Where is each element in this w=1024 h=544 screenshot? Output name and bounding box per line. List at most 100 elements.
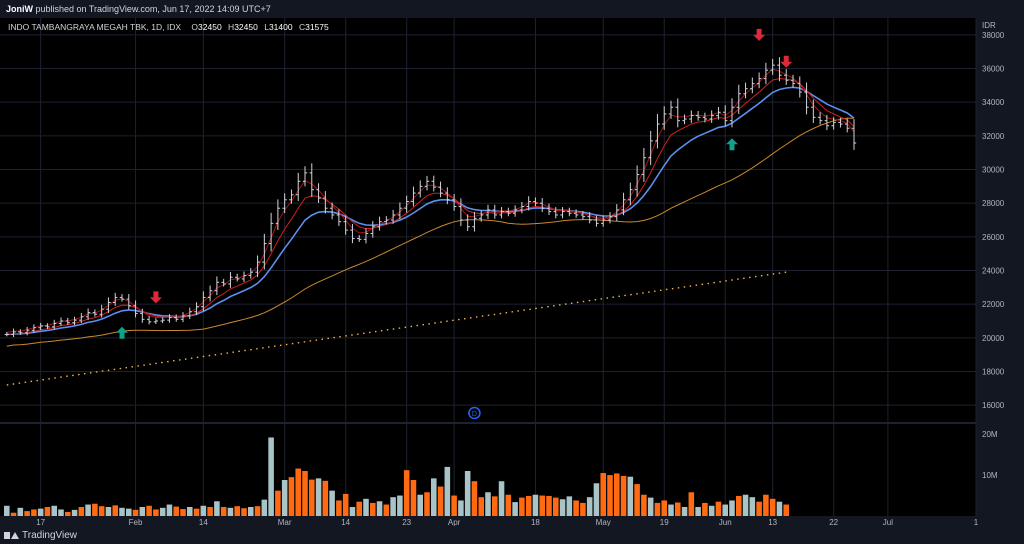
ohlc-bar	[729, 98, 735, 128]
price-tick-label: 22000	[982, 300, 1005, 309]
arrow-down-icon	[149, 291, 162, 304]
volume-bar	[478, 497, 485, 516]
volume-bar	[702, 502, 708, 516]
ohlc-bar	[472, 212, 477, 232]
volume-bar	[369, 502, 376, 516]
ohlc-bar	[255, 255, 260, 278]
volume-bar	[220, 507, 227, 516]
ohlc-bar	[512, 205, 518, 217]
time-tick-label: 17	[36, 518, 45, 526]
volume-bar	[268, 437, 274, 516]
volume-bar	[390, 497, 396, 516]
time-tick-label: Apr	[448, 518, 461, 526]
volume-bar	[247, 507, 254, 516]
volume-bar	[139, 507, 146, 516]
footer: TradingView	[4, 528, 77, 542]
ohlc-bar	[492, 204, 497, 219]
volume-bar	[641, 494, 647, 516]
volume-bar	[24, 511, 30, 516]
ohlc-c-label: C	[299, 22, 305, 32]
volume-bar	[539, 495, 546, 516]
brand-name[interactable]: TradingView	[22, 529, 78, 541]
volume-bar	[153, 509, 159, 516]
ohlc-bar	[45, 323, 50, 329]
ohlc-o-label: O	[191, 22, 198, 32]
ohlc-bar	[485, 204, 491, 219]
ohlc-bar	[634, 165, 640, 197]
ohlc-bar	[716, 107, 721, 120]
time-tick-label: 1	[974, 518, 979, 526]
price-axis[interactable]: 16000 18000 20000 22000 24000 26000 28000 30000…	[982, 31, 1005, 410]
volume-bar	[322, 480, 329, 516]
volume-bar	[125, 508, 132, 516]
publish-info: published on TradingView.com, Jun 17, 20…	[33, 4, 271, 14]
price-tick-label: 34000	[982, 98, 1005, 107]
volume-bar	[288, 477, 295, 516]
ohlc-bar	[824, 114, 830, 131]
ohlc-bar	[845, 118, 850, 133]
volume-tick-label: 10M	[982, 471, 998, 480]
ohlc-bar	[777, 57, 782, 82]
volume-bar	[180, 509, 186, 516]
author-name[interactable]: JoniW	[6, 4, 33, 14]
ohlc-bar	[723, 105, 728, 126]
volume-bar	[735, 495, 742, 516]
ohlc-bars	[4, 57, 857, 337]
ohlc-bar	[282, 193, 287, 214]
ohlc-bar	[838, 117, 843, 128]
ohlc-bar	[458, 198, 464, 227]
ohlc-bar	[553, 207, 558, 219]
ohlc-bar	[72, 316, 77, 326]
volume-bar	[674, 502, 681, 516]
ohlc-bar	[784, 69, 789, 85]
ohlc-bar	[614, 204, 619, 221]
volume-bar	[654, 502, 661, 516]
volume-bar	[417, 494, 424, 516]
volume-bar	[729, 500, 735, 516]
ohlc-o-value: 32450	[198, 22, 222, 32]
ohlc-bar	[18, 329, 23, 335]
ohlc-bar	[160, 317, 165, 324]
ohlc-bar	[377, 216, 382, 231]
volume-bar	[281, 480, 288, 516]
price-tick-label: 28000	[982, 199, 1005, 208]
volume-bar	[105, 507, 112, 516]
ohlc-bar	[174, 314, 179, 322]
price-tick-label: 38000	[982, 31, 1005, 40]
ma-fast-line	[6, 68, 855, 333]
volume-bar	[742, 494, 749, 516]
price-tick-label: 32000	[982, 132, 1005, 141]
ohlc-bar	[546, 203, 552, 215]
volume-bar	[552, 497, 559, 516]
ohlc-bar	[248, 268, 253, 279]
volume-bar	[776, 501, 783, 516]
ohlc-bar	[194, 302, 199, 316]
ohlc-bar	[675, 98, 680, 128]
dividend-event-icon	[468, 406, 481, 420]
volume-bar	[695, 507, 701, 516]
time-tick-label: 23	[402, 518, 411, 526]
ohlc-bar	[817, 112, 823, 125]
event-marker[interactable]: D	[468, 406, 481, 420]
volume-bar	[498, 481, 505, 516]
volume-bar	[580, 502, 586, 516]
ohlc-bar	[235, 273, 240, 282]
volume-bar	[593, 483, 600, 516]
arrow-down-icon	[780, 55, 793, 68]
time-axis[interactable]: 17 Feb 14 Mar 14 23 Apr 18 May 19 Jun 13 22 Jul 1	[36, 518, 979, 526]
ohlc-bar	[763, 62, 769, 85]
volume-bar	[58, 509, 64, 516]
volume-bar	[525, 495, 532, 516]
dividend-event-label: D	[472, 411, 477, 418]
ohlc-bar	[180, 312, 186, 323]
ohlc-bar	[756, 72, 762, 89]
ohlc-l-label: L	[264, 22, 269, 32]
price-tick-label: 20000	[982, 334, 1005, 343]
chart-canvas[interactable]: D INDO TAMBANGRAYA MEGAH TBK, 1D, IDX O3…	[0, 18, 1024, 526]
volume-bar	[173, 506, 180, 516]
ohlc-bar	[350, 223, 355, 244]
volume-bar	[186, 507, 193, 516]
ohlc-bar	[519, 201, 525, 214]
volume-bar	[17, 507, 24, 516]
volume-axis[interactable]: 10M 20M	[982, 430, 998, 480]
